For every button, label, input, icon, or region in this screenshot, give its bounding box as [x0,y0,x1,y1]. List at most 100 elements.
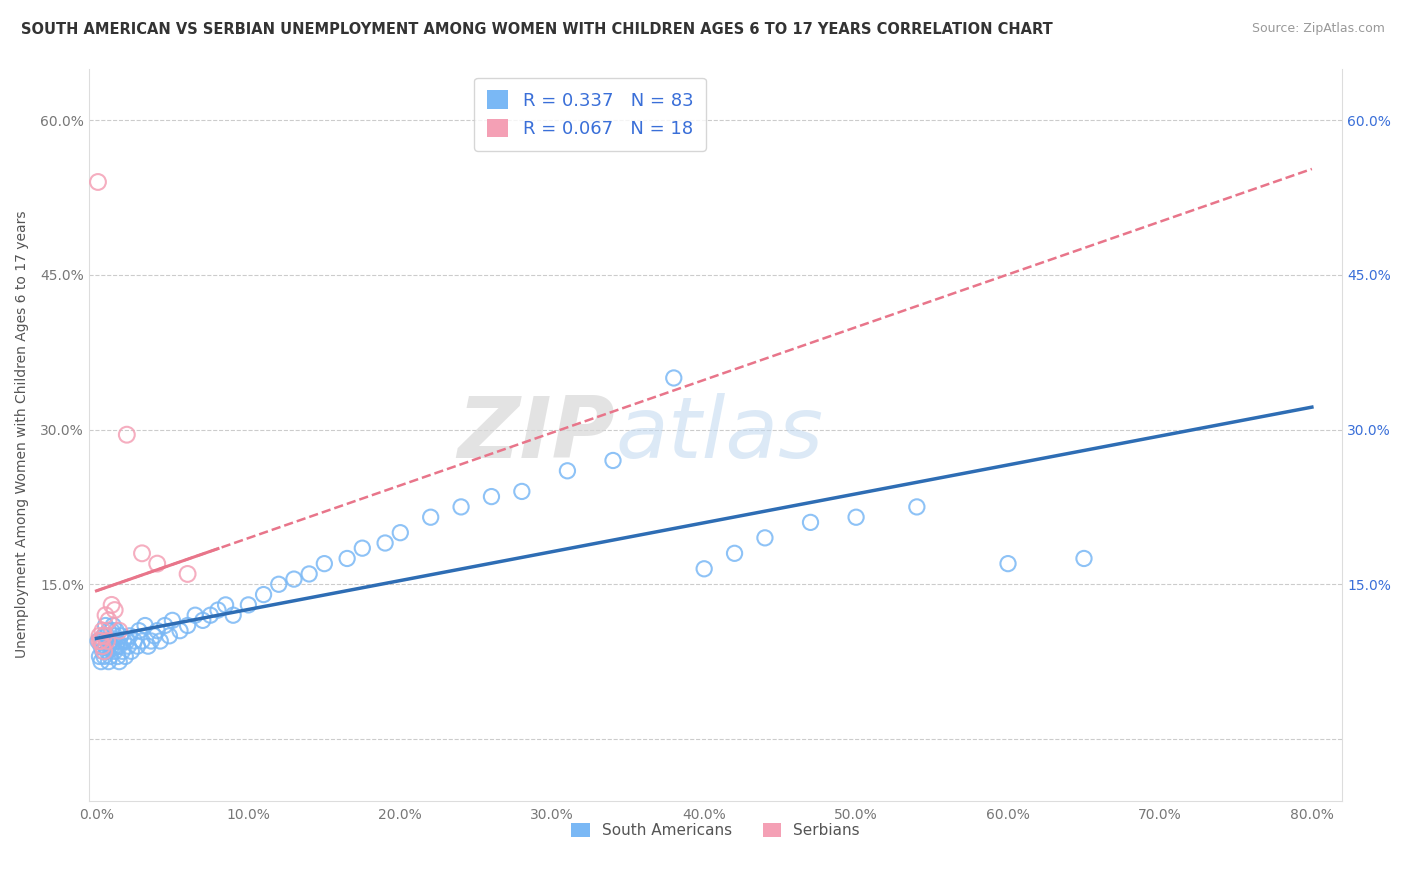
Point [200,608,222,623]
Point [754,531,776,545]
Point [90,639,112,653]
Point [96,629,118,643]
Point [143,629,166,643]
Point [510,484,533,499]
Point [845,510,868,524]
Point [557,464,579,478]
Point [124,634,146,648]
Point [389,525,412,540]
Point [97,613,120,627]
Point [115,634,138,648]
Point [238,598,260,612]
Point [87,175,110,189]
Point [108,655,131,669]
Point [207,603,229,617]
Y-axis label: Unemployment Among Women with Children Ages 6 to 17 years: Unemployment Among Women with Children A… [15,211,30,658]
Point [98,649,121,664]
Point [153,618,176,632]
Point [114,649,136,664]
Point [89,629,111,643]
Point [97,624,120,638]
Point [100,624,122,638]
Point [120,644,142,658]
Point [108,624,131,638]
Point [602,453,624,467]
Point [267,577,290,591]
Point [352,541,374,556]
Point [131,546,153,560]
Point [134,618,156,632]
Point [89,634,111,648]
Point [481,490,503,504]
Point [149,634,172,648]
Point [117,639,139,653]
Point [298,566,321,581]
Point [136,639,159,653]
Point [169,624,191,638]
Point [127,639,149,653]
Point [90,634,112,648]
Point [96,634,118,648]
Point [101,634,124,648]
Point [128,624,150,638]
Point [104,644,127,658]
Point [97,655,120,669]
Point [91,639,114,653]
Point [176,566,198,581]
Point [146,624,169,638]
Point [191,613,214,627]
Point [374,536,396,550]
Point [184,608,207,623]
Point [91,624,114,638]
Point [1073,551,1095,566]
Point [91,634,114,648]
Point [89,649,111,664]
Point [98,634,121,648]
Point [723,546,745,560]
Point [997,557,1019,571]
Point [662,371,685,385]
Point [112,634,135,648]
Point [96,644,118,658]
Legend: South Americans, Serbians: South Americans, Serbians [565,817,866,845]
Point [87,634,110,648]
Point [94,608,117,623]
Point [101,618,124,632]
Text: SOUTH AMERICAN VS SERBIAN UNEMPLOYMENT AMONG WOMEN WITH CHILDREN AGES 6 TO 17 YE: SOUTH AMERICAN VS SERBIAN UNEMPLOYMENT A… [21,22,1053,37]
Point [336,551,359,566]
Point [108,639,131,653]
Point [107,649,129,664]
Point [157,629,180,643]
Point [110,629,132,643]
Point [93,644,115,658]
Point [176,618,198,632]
Point [139,634,162,648]
Point [222,608,245,623]
Point [90,655,112,669]
Point [94,618,117,632]
Point [146,557,169,571]
Point [91,644,114,658]
Point [100,639,122,653]
Point [93,629,115,643]
Point [283,572,305,586]
Point [94,639,117,653]
Point [450,500,472,514]
Point [799,516,821,530]
Point [105,639,128,653]
Point [693,562,716,576]
Point [905,500,928,514]
Point [131,634,153,648]
Point [118,629,141,643]
Point [93,649,115,664]
Point [162,613,184,627]
Point [314,557,336,571]
Point [115,427,138,442]
Point [105,624,128,638]
Point [111,644,134,658]
Point [104,629,127,643]
Text: ZIP: ZIP [458,393,616,476]
Point [104,603,127,617]
Point [93,629,115,643]
Point [100,598,122,612]
